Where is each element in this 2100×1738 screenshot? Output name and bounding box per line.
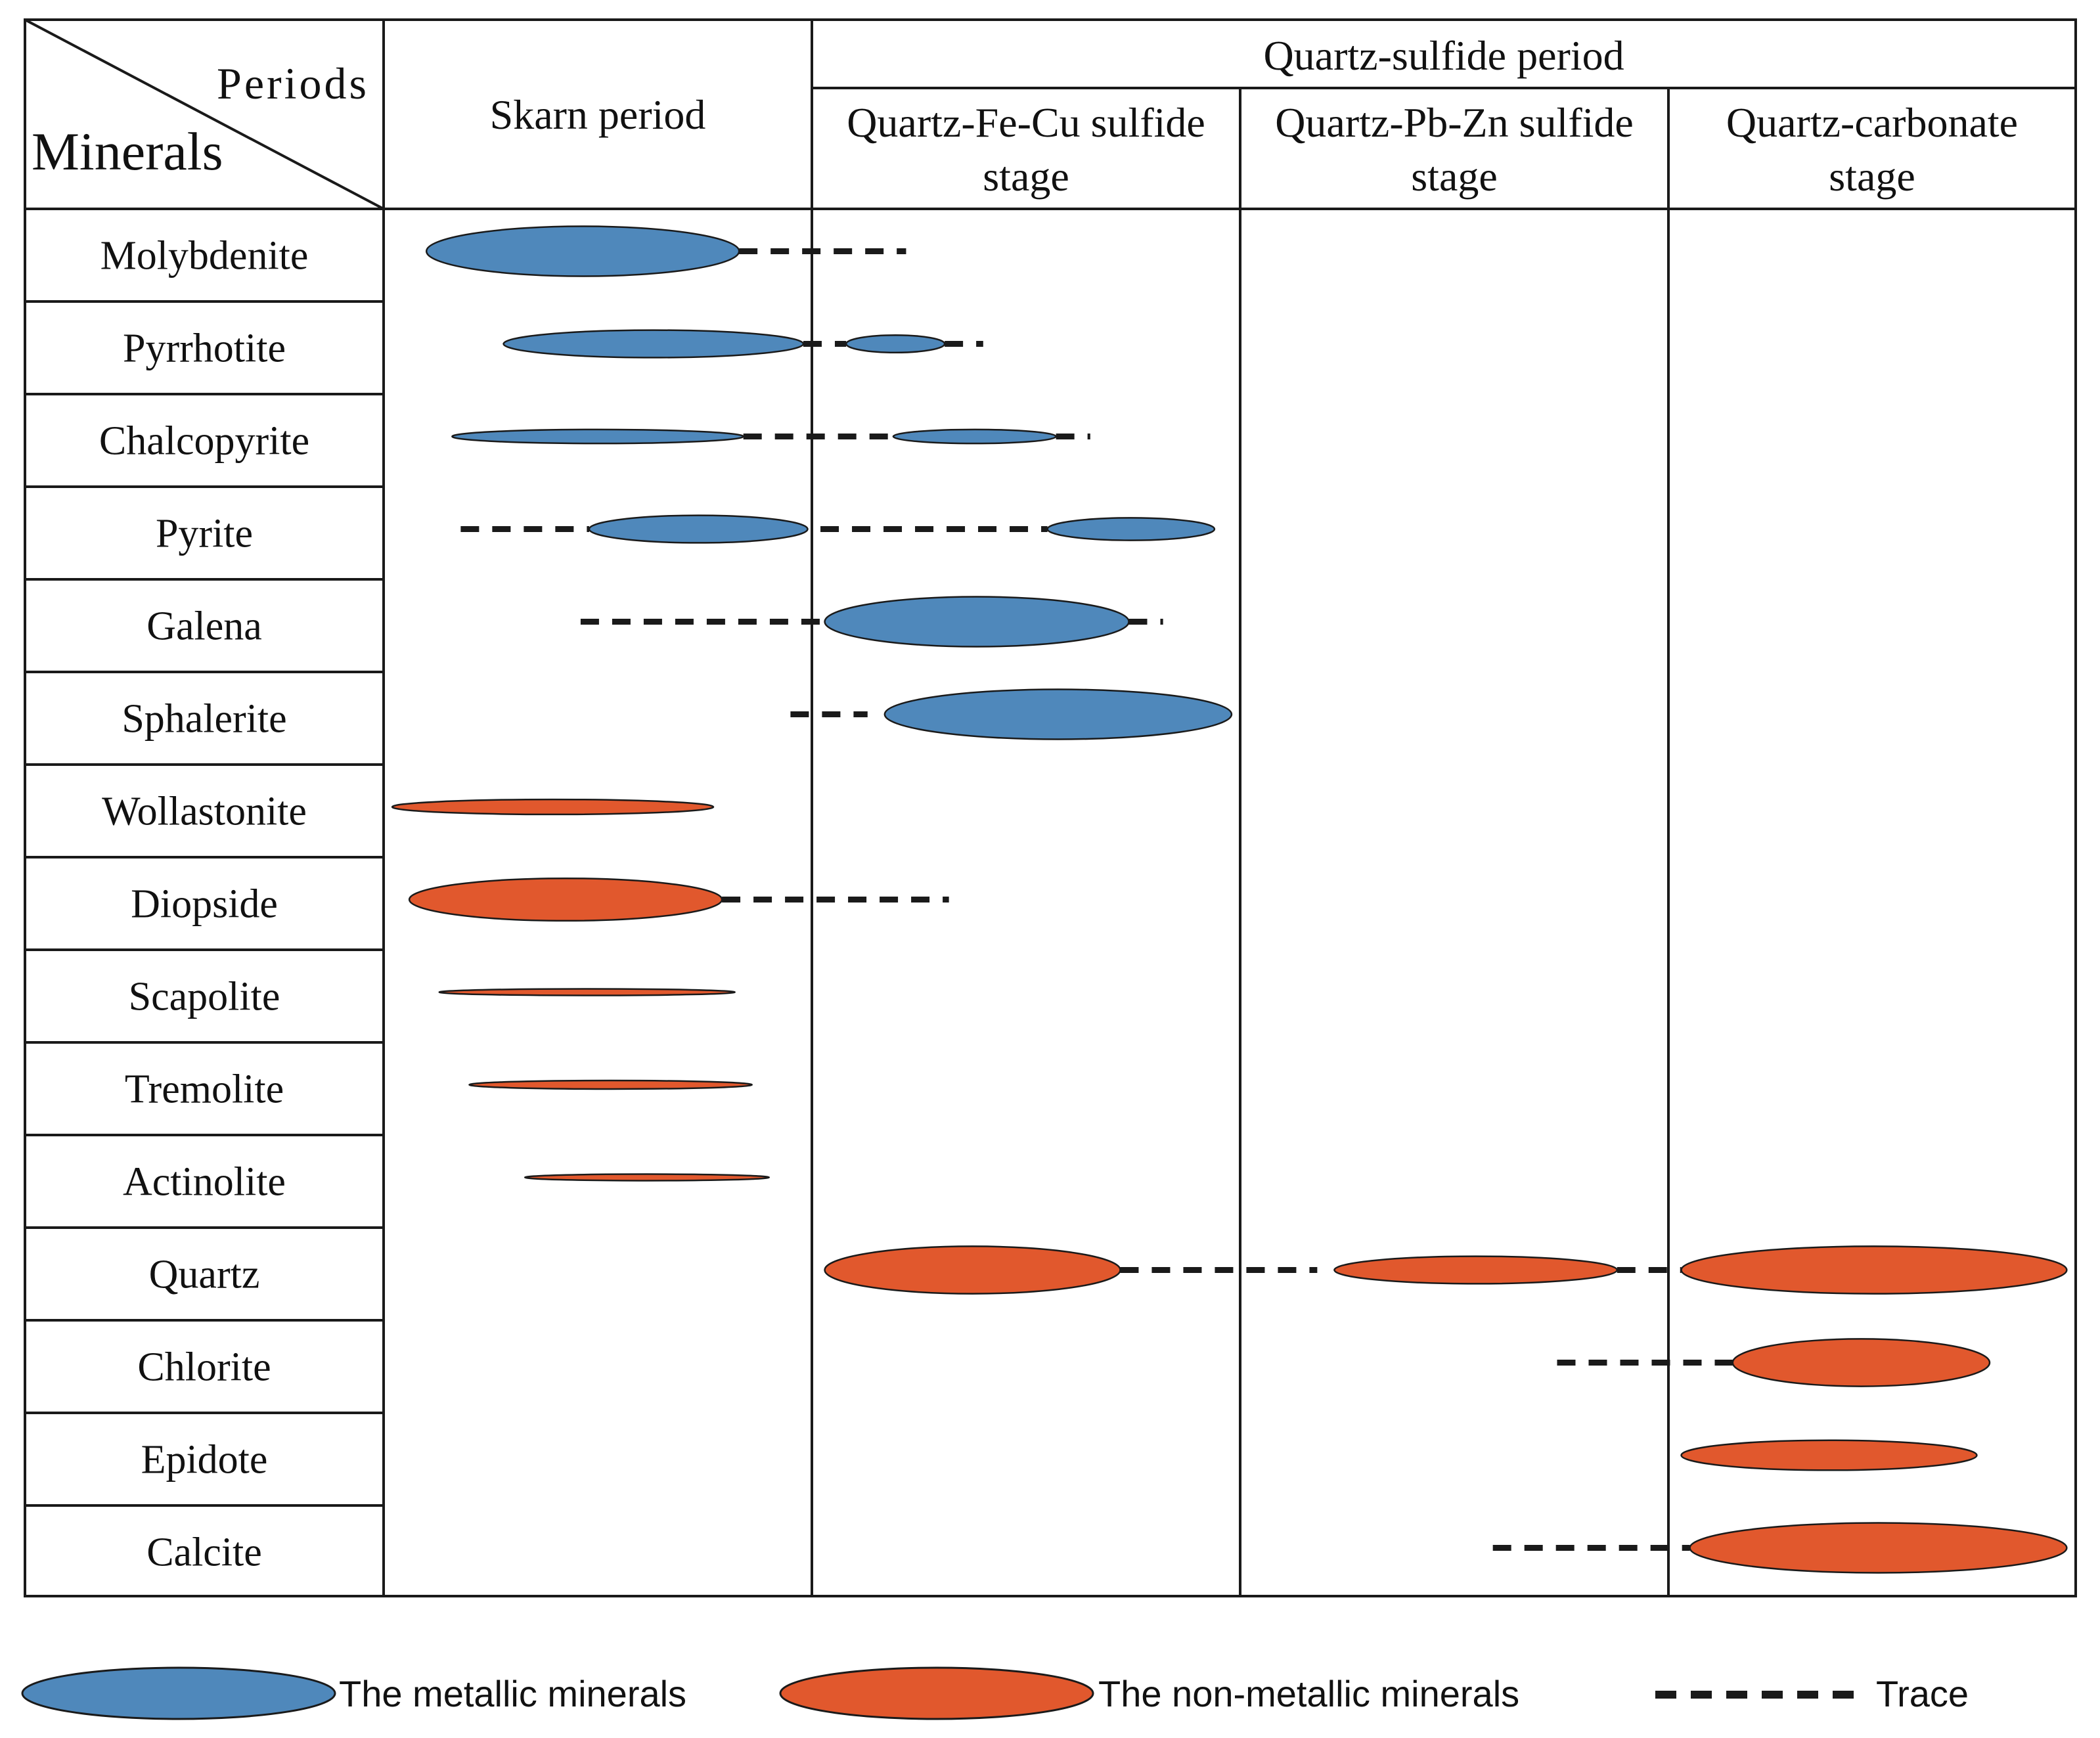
mineral-name-chlorite: Chlorite: [137, 1345, 271, 1390]
stage-fe-cu-header-line2: stage: [983, 153, 1069, 200]
pyrite-occurrence-1: [588, 514, 809, 544]
quartz-sulfide-period-header: Quartz-sulfide period: [1263, 32, 1624, 79]
legend-metallic-swatch: [21, 1666, 336, 1720]
mineral-name-chalcopyrite: Chalcopyrite: [99, 419, 309, 464]
stage-fe-cu-header-line1: Quartz-Fe-Cu sulfide: [847, 99, 1205, 146]
table-header: Periods Minerals Skarn period Quartz-sul…: [32, 32, 2018, 200]
epidote-occurrence-0: [1680, 1439, 1978, 1471]
pyrrhotite-occurrence-2: [845, 334, 946, 354]
mineral-name-actinolite: Actinolite: [123, 1160, 286, 1205]
stage-pb-zn-header-line2: stage: [1411, 153, 1498, 200]
chalcopyrite-occurrence-0: [451, 428, 744, 445]
tremolite-occurrence-0: [468, 1079, 753, 1090]
pyrrhotite-occurrence-0: [503, 329, 805, 359]
diopside-occurrence-0: [408, 877, 723, 922]
mineral-marks: [391, 225, 2068, 1574]
corner-diagonal: [24, 18, 384, 210]
mineral-name-diopside: Diopside: [131, 882, 278, 927]
quartz-occurrence-0: [824, 1245, 1121, 1295]
quartz-occurrence-2: [1333, 1255, 1619, 1285]
table-border: [24, 18, 2077, 1597]
mineral-name-calcite: Calcite: [146, 1530, 262, 1575]
pyrite-occurrence-3: [1046, 517, 1216, 541]
mineral-name-scapolite: Scapolite: [129, 975, 280, 1019]
stage-carbonate-header-line2: stage: [1829, 153, 1915, 200]
corner-periods-label: Periods: [217, 58, 369, 108]
legend-non-metallic-label: The non-metallic minerals: [1098, 1673, 1519, 1714]
sphalerite-occurrence-1: [883, 688, 1233, 740]
mineral-name-sphalerite: Sphalerite: [122, 697, 286, 742]
legend-metallic-label: The metallic minerals: [339, 1673, 686, 1714]
mineral-name-pyrrhotite: Pyrrhotite: [123, 326, 286, 371]
chlorite-occurrence-1: [1731, 1338, 1991, 1387]
scapolite-occurrence-0: [438, 988, 736, 996]
chalcopyrite-occurrence-2: [892, 428, 1057, 445]
stage-carbonate-header-line1: Quartz-carbonate: [1726, 99, 2018, 146]
row-rules: [25, 300, 384, 1507]
corner-minerals-label: Minerals: [32, 122, 223, 181]
skarn-period-header: Skarn period: [490, 91, 706, 138]
wollastonite-occurrence-0: [391, 798, 715, 816]
mineral-name-molybdenite: Molybdenite: [101, 234, 309, 279]
mineral-name-epidote: Epidote: [141, 1438, 268, 1482]
quartz-occurrence-4: [1680, 1245, 2068, 1295]
mineral-name-pyrite: Pyrite: [156, 512, 253, 556]
legend: The metallic minerals The non-metallic m…: [21, 1666, 1969, 1720]
table-grid: [24, 18, 2077, 1597]
mineral-name-galena: Galena: [146, 604, 262, 649]
legend-non-metallic-swatch: [779, 1666, 1094, 1720]
actinolite-occurrence-0: [524, 1173, 771, 1182]
mineral-name-tremolite: Tremolite: [125, 1067, 284, 1112]
mineral-name-quartz: Quartz: [149, 1253, 260, 1297]
mineral-names: Molybdenite Pyrrhotite Chalcopyrite Pyrite G…: [99, 234, 309, 1575]
mineral-name-wollastonite: Wollastonite: [102, 790, 307, 834]
molybdenite-occurrence-0: [425, 225, 740, 277]
stage-pb-zn-header-line1: Quartz-Pb-Zn sulfide: [1275, 99, 1634, 146]
galena-occurrence-1: [824, 596, 1130, 648]
legend-trace-label: Trace: [1876, 1673, 1969, 1714]
calcite-occurrence-1: [1689, 1522, 2068, 1574]
